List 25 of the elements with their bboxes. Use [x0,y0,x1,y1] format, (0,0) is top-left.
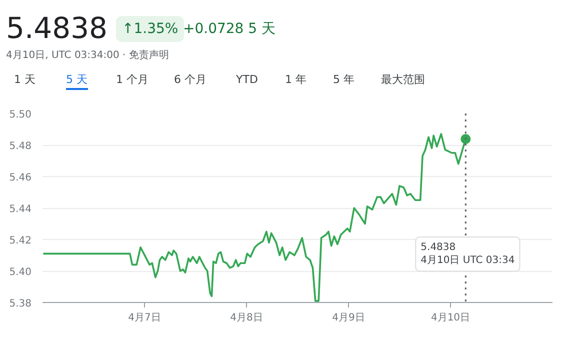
y-tick-label: 5.46 [9,172,32,184]
chart-title: 5.4838 [6,11,108,45]
text: 1 个月 [116,72,148,88]
x-tick-label: 4月9日 [332,312,365,324]
y-tick-label: 5.50 [9,110,32,120]
y-tick-label: 5.38 [9,298,32,310]
text: 1 年 [285,72,306,88]
text: 5.4838 [420,242,456,254]
x-tick-label: 4月7日 [128,312,161,324]
x-tick-label: 4月8日 [230,312,263,324]
y-tick-label: 5.44 [9,204,32,215]
text: ↑1.35% [116,16,184,42]
text: YTD [236,72,258,88]
text: 4月10日 UTC 03:34 [420,255,515,266]
text: 5 年 [333,72,354,88]
text: 1 天 [14,72,36,88]
x-tick-label: 4月10日 [430,312,470,324]
y-tick-label: 5.48 [9,141,32,152]
chart-subtitle: 4月10日, UTC 03:34:00 · 免责声明 [6,49,169,63]
text: 6 个月 [174,72,206,88]
text: 5 天 [66,72,88,90]
text: 最大范围 [381,72,425,88]
y-tick-label: 5.42 [9,236,32,246]
y-tick-label: 5.40 [9,267,32,278]
text: +0.0728 5 天 [183,20,276,39]
